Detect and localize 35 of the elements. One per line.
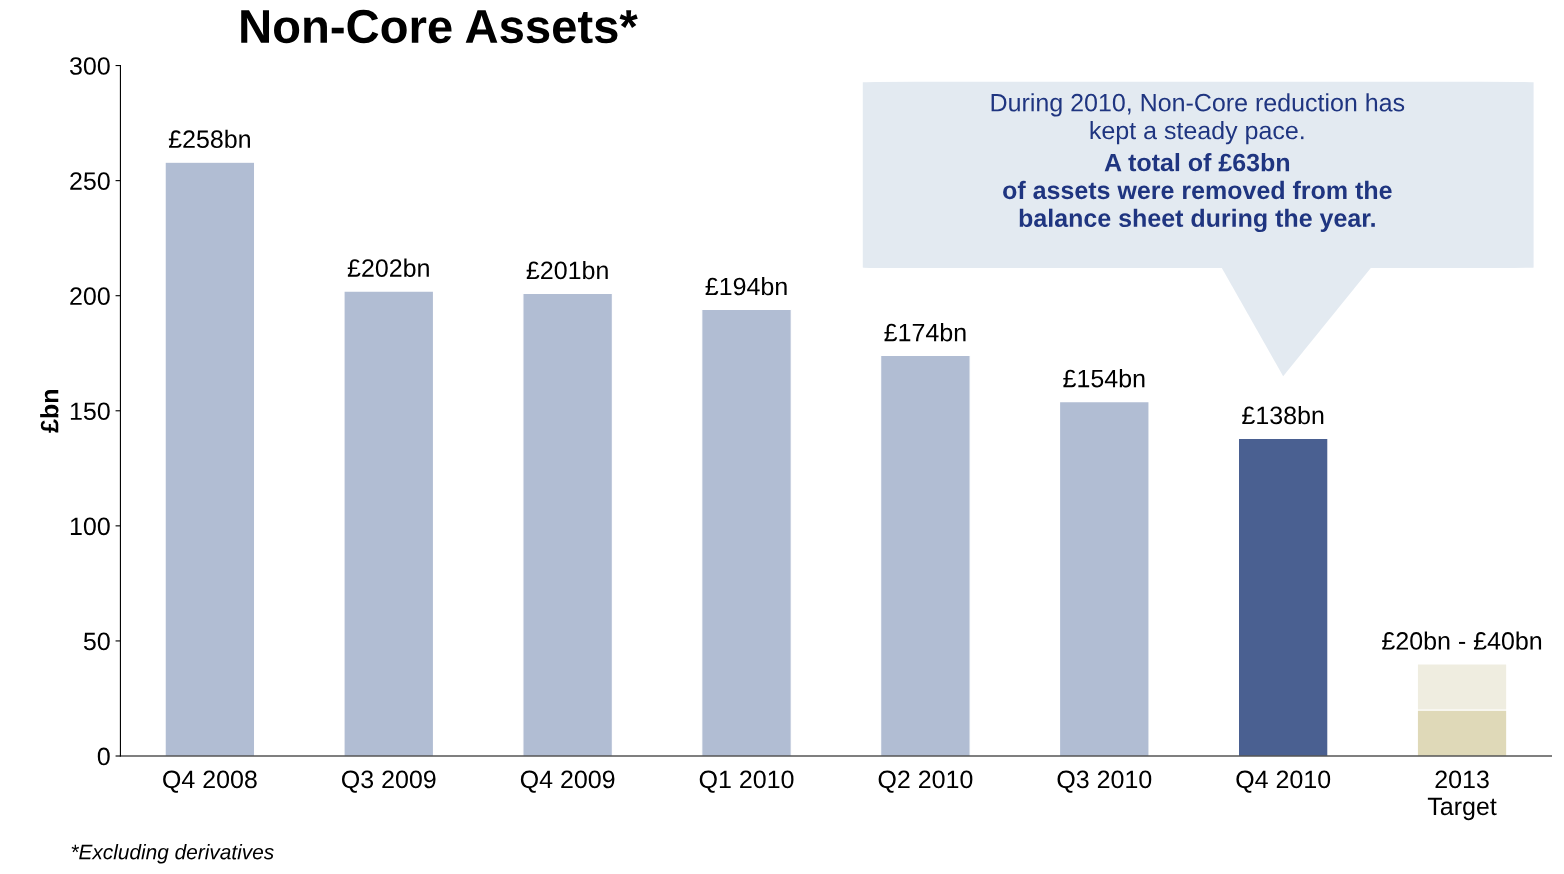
x-tick-label: Q1 2010 — [699, 770, 794, 793]
bar — [880, 354, 971, 757]
x-tick-label: Q4 2008 — [163, 770, 257, 793]
x-tick-label: Q4 2010 — [1236, 770, 1331, 793]
y-tick-label: 250 — [70, 172, 110, 190]
bar — [343, 290, 435, 757]
bar — [164, 161, 256, 757]
text: *Excluding derivatives — [71, 844, 274, 864]
x-tick-label: Q2 2010 — [878, 770, 973, 793]
y-tick-label: 150 — [70, 402, 110, 421]
bar — [701, 308, 792, 757]
text: £20bn - £40bn — [1382, 631, 1542, 650]
x-tick-label: Q3 2009 — [341, 770, 436, 793]
chart-title: Non-Core Assets* — [241, 9, 638, 44]
y-tick-label: 300 — [69, 57, 110, 75]
text: £202bn — [347, 258, 429, 277]
text: £194bn — [705, 277, 787, 296]
x-tick-label: Q4 2009 — [520, 770, 615, 793]
text: £174bn — [884, 323, 966, 342]
x-tick-label: Q3 2010 — [1057, 770, 1152, 793]
text: £258bn — [168, 129, 250, 149]
text: £201bn — [526, 260, 608, 280]
y-tick-label: 50 — [83, 632, 110, 651]
text: £154bn — [1063, 369, 1145, 388]
annotation: A total of £63bn of assets were removed from the balance sheet during the year. — [1003, 153, 1392, 233]
y-axis-title: £bn — [40, 390, 59, 433]
bar — [1059, 401, 1150, 757]
y-tick-label: 200 — [70, 287, 110, 306]
x-tick-label: 2013 Target — [1427, 770, 1497, 821]
text: £138bn — [1242, 405, 1324, 425]
bar — [522, 292, 613, 757]
bar — [1237, 437, 1329, 757]
y-tick-label: 0 — [97, 747, 110, 766]
y-tick-label: 100 — [70, 517, 110, 536]
annotation: During 2010, Non-Core reduction has kept a steady pace. — [991, 93, 1405, 145]
